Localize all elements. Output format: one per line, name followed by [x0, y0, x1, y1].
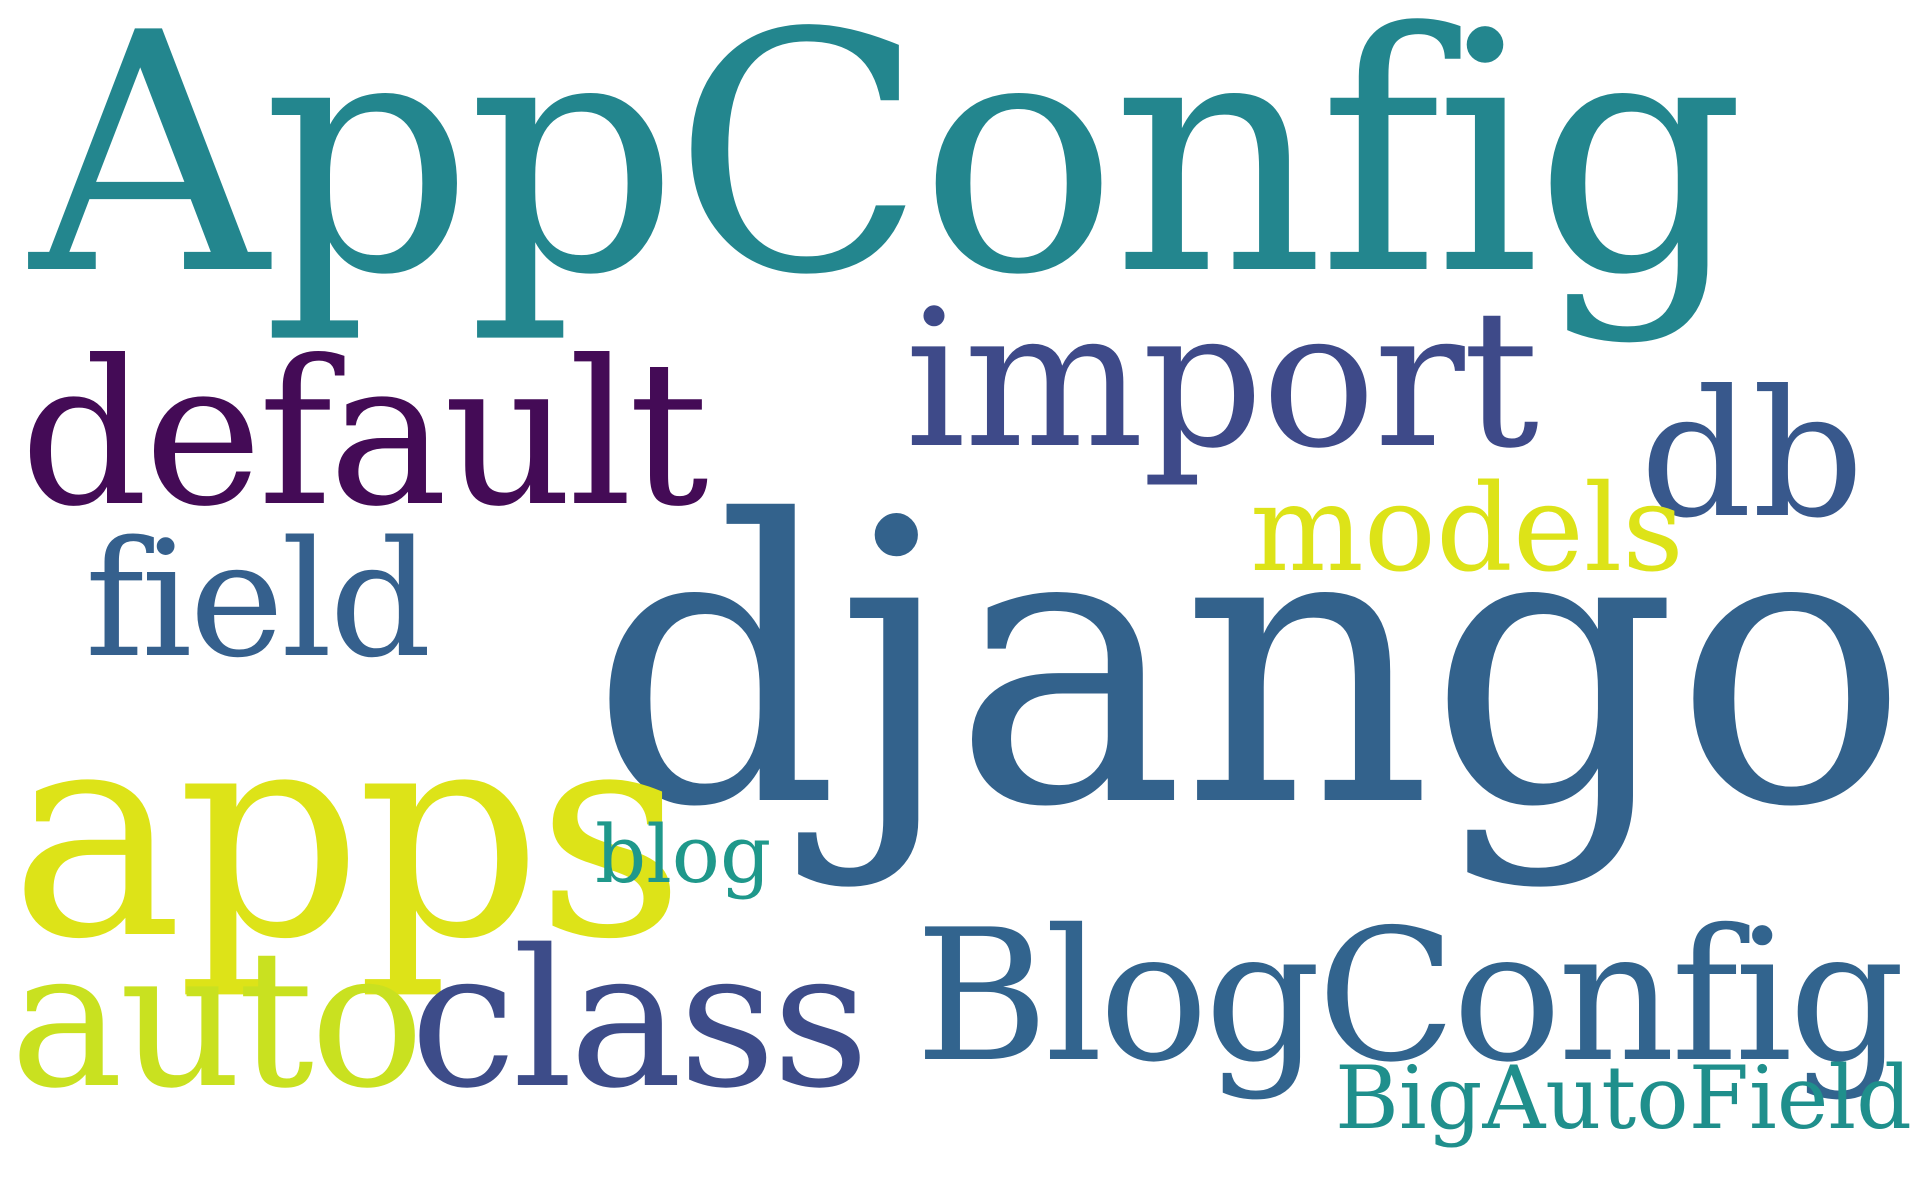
- word-import: import: [905, 269, 1539, 490]
- word-default: default: [20, 318, 709, 551]
- word-blogconfig: BlogConfig: [915, 890, 1905, 1102]
- word-auto: auto: [10, 909, 424, 1130]
- word-apps: apps: [10, 666, 685, 1003]
- word-appconfig: AppConfig: [30, 0, 1745, 347]
- word-django: django: [590, 438, 1909, 892]
- word-models: models: [1250, 460, 1684, 599]
- word-blog: blog: [595, 808, 772, 901]
- word-field: field: [85, 506, 432, 693]
- word-bigautofield: BigAutoField: [1335, 1047, 1912, 1149]
- word-class: class: [410, 909, 869, 1130]
- word-db: db: [1640, 354, 1865, 557]
